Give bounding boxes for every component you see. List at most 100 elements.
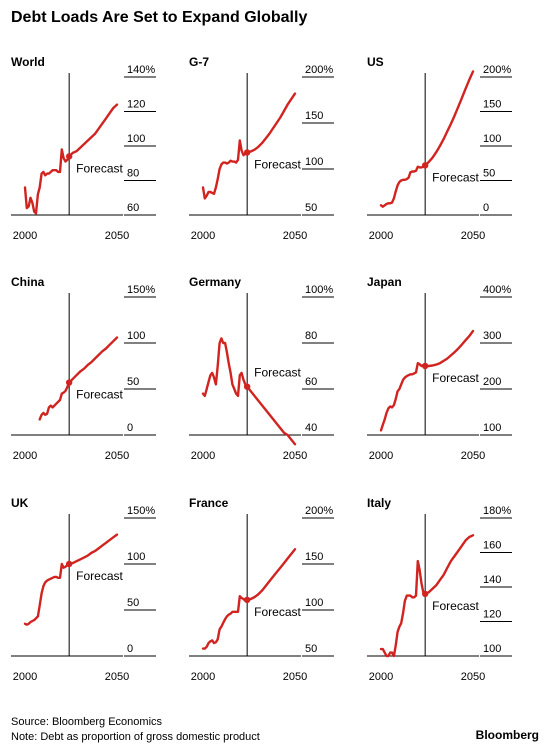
- y-tick-label: 140: [483, 574, 501, 586]
- y-tick-label: 200: [483, 376, 501, 388]
- panel-japan: Japan 100 200 300 400% 2000 2050 Forecast: [367, 275, 547, 480]
- forecast-label: Forecast: [76, 161, 123, 175]
- x-tick-label: 2050: [105, 230, 129, 242]
- forecast-point: [65, 153, 73, 160]
- x-tick-label: 2050: [283, 230, 307, 242]
- x-tick-label: 2050: [105, 671, 129, 683]
- y-tick-label: 120: [127, 99, 145, 111]
- y-tick-label: 100: [483, 133, 501, 145]
- x-tick-label: 2050: [105, 450, 129, 462]
- y-tick-label: 0: [127, 422, 133, 434]
- y-tick-label: 0: [483, 202, 489, 214]
- x-tick-label: 2000: [13, 671, 37, 683]
- source-note: Source: Bloomberg Economics: [11, 716, 163, 728]
- panel-title: World: [11, 55, 45, 69]
- y-tick-label: 60: [127, 202, 139, 214]
- x-tick-label: 2000: [13, 450, 37, 462]
- y-tick-label: 150%: [127, 505, 155, 517]
- x-tick-label: 2050: [461, 450, 485, 462]
- panel-uk: UK 0 50 100 150% 2000 2050 Forecast: [11, 496, 191, 701]
- forecast-label: Forecast: [432, 371, 479, 385]
- y-tick-label: 300: [483, 330, 501, 342]
- panel-france: France 50 100 150 200% 2000 2050 Forecast: [189, 496, 369, 701]
- x-tick-label: 2050: [461, 230, 485, 242]
- series-line: [201, 92, 297, 200]
- figure-title: Debt Loads Are Set to Expand Globally: [11, 9, 308, 26]
- bloomberg-logo: Bloomberg: [475, 728, 539, 742]
- series-line: [201, 548, 297, 650]
- forecast-label: Forecast: [254, 605, 301, 619]
- forecast-label: Forecast: [76, 569, 123, 583]
- x-tick-label: 2050: [283, 671, 307, 683]
- panel-title: China: [11, 275, 45, 289]
- y-tick-label: 200%: [305, 505, 333, 517]
- y-tick-label: 0: [127, 643, 133, 655]
- y-tick-label: 100: [305, 156, 323, 168]
- forecast-point: [421, 162, 429, 169]
- panel-title: Germany: [189, 275, 242, 289]
- series-line: [38, 336, 119, 421]
- y-tick-label: 60: [305, 376, 317, 388]
- forecast-point: [243, 149, 251, 156]
- x-tick-label: 2050: [461, 671, 485, 683]
- forecast-label: Forecast: [254, 157, 301, 171]
- panel-china: China 0 50 100 150% 2000 2050 Forecast: [11, 275, 191, 480]
- panel-germany: Germany 40 60 80 100% 2000 2050 Forecast: [189, 275, 369, 480]
- forecast-label: Forecast: [432, 170, 479, 184]
- panel-title: US: [367, 55, 384, 69]
- y-tick-label: 50: [127, 597, 139, 609]
- forecast-point: [65, 379, 73, 386]
- series-line: [379, 329, 475, 432]
- y-tick-label: 100: [483, 643, 501, 655]
- forecast-label: Forecast: [76, 388, 123, 402]
- y-tick-label: 160: [483, 540, 501, 552]
- y-tick-label: 100: [483, 422, 501, 434]
- panel-title: UK: [11, 496, 29, 510]
- x-tick-label: 2000: [13, 230, 37, 242]
- chart-canvas: 100 120 140 160 180% 2000 2050 Forecast: [367, 505, 512, 683]
- y-tick-label: 100: [127, 133, 145, 145]
- forecast-label: Forecast: [254, 366, 301, 380]
- forecast-point: [421, 590, 429, 598]
- footnote: Note: Debt as proportion of gross domest…: [11, 731, 260, 743]
- chart-canvas: 50 100 150 200% 2000 2050 Forecast: [189, 64, 334, 242]
- y-tick-label: 50: [127, 376, 139, 388]
- forecast-point: [65, 560, 73, 568]
- chart-canvas: 60 80 100 120 140% 2000 2050 Forecast: [11, 64, 156, 242]
- y-tick-label: 80: [127, 168, 139, 180]
- series-line: [23, 103, 119, 215]
- y-tick-label: 50: [305, 643, 317, 655]
- chart-canvas: 50 100 150 200% 2000 2050 Forecast: [189, 505, 334, 683]
- x-tick-label: 2000: [369, 450, 393, 462]
- x-tick-label: 2000: [369, 230, 393, 242]
- y-tick-label: 150: [305, 110, 323, 122]
- forecast-point: [421, 362, 429, 370]
- panel-world: World 60 80 100 120 140% 2000 2050 Forecast: [11, 55, 191, 260]
- y-tick-label: 40: [305, 422, 317, 434]
- panel-g7: G-7 50 100 150 200% 2000 2050 Forecast: [189, 55, 369, 260]
- series-line: [379, 534, 475, 658]
- x-tick-label: 2000: [191, 671, 215, 683]
- y-tick-label: 150: [483, 99, 501, 111]
- chart-canvas: 100 200 300 400% 2000 2050 Forecast: [367, 284, 512, 462]
- panel-title: France: [189, 496, 229, 510]
- y-tick-label: 150%: [127, 284, 155, 296]
- y-tick-label: 400%: [483, 284, 511, 296]
- x-tick-label: 2000: [369, 671, 393, 683]
- chart-canvas: 0 50 100 150% 2000 2050 Forecast: [11, 505, 156, 683]
- x-tick-label: 2000: [191, 450, 215, 462]
- y-tick-label: 150: [305, 551, 323, 563]
- y-tick-label: 100%: [305, 284, 333, 296]
- y-tick-label: 140%: [127, 64, 155, 76]
- series-line: [23, 533, 119, 626]
- chart-canvas: 40 60 80 100% 2000 2050 Forecast: [189, 284, 334, 462]
- y-tick-label: 50: [483, 168, 495, 180]
- panel-us: US 0 50 100 150 200% 2000 2050 Forecast: [367, 55, 547, 260]
- forecast-point: [243, 596, 251, 604]
- panel-title: Japan: [367, 275, 402, 289]
- y-tick-label: 50: [305, 202, 317, 214]
- y-tick-label: 180%: [483, 505, 511, 517]
- series-line: [201, 337, 297, 446]
- chart-canvas: 0 50 100 150 200% 2000 2050 Forecast: [367, 64, 512, 242]
